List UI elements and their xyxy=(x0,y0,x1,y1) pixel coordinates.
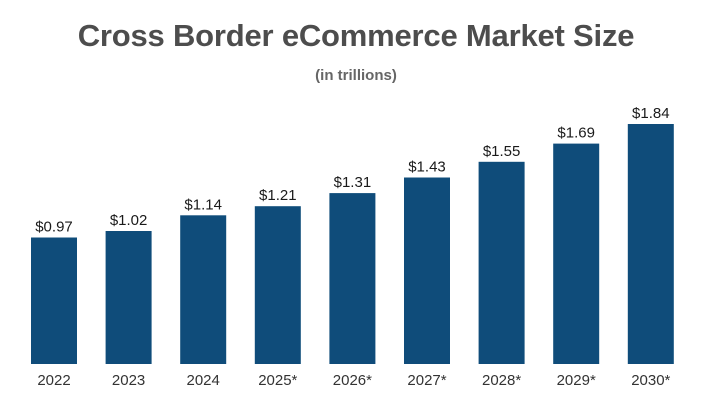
x-tick-label-2023: 2023 xyxy=(112,372,145,389)
chart-subtitle: (in trillions) xyxy=(315,67,397,84)
x-tick-label-2026-projected: 2026* xyxy=(333,372,372,389)
x-tick-label-2030-projected: 2030* xyxy=(631,372,670,389)
x-tick-label-2028-projected: 2028* xyxy=(482,372,521,389)
chart-title: Cross Border eCommerce Market Size xyxy=(77,18,635,53)
x-tick-label-2025-projected: 2025* xyxy=(258,372,297,389)
data-label-2029-projected: $1.69 xyxy=(557,125,595,142)
bar-2022 xyxy=(31,237,77,364)
bar-2028-projected xyxy=(478,161,525,364)
data-label-2027-projected: $1.43 xyxy=(408,159,446,176)
data-label-2030-projected: $1.84 xyxy=(632,105,670,122)
data-label-2022: $0.97 xyxy=(35,219,73,236)
data-label-2023: $1.02 xyxy=(110,212,148,229)
x-tick-label-2029-projected: 2029* xyxy=(557,372,596,389)
bar-2025-projected xyxy=(254,206,301,364)
x-tick-label-2022: 2022 xyxy=(37,372,70,389)
bar-2030-projected xyxy=(627,124,674,364)
bar-2024 xyxy=(180,215,227,364)
bar-2026-projected xyxy=(329,193,376,364)
x-tick-label-2024: 2024 xyxy=(187,372,220,389)
data-label-2028-projected: $1.55 xyxy=(483,143,521,160)
bar-2023 xyxy=(105,231,152,364)
data-label-2025-projected: $1.21 xyxy=(259,187,297,204)
bar-2029-projected xyxy=(553,143,600,364)
x-tick-label-2027-projected: 2027* xyxy=(407,372,446,389)
data-label-2026-projected: $1.31 xyxy=(334,174,372,191)
bar-2027-projected xyxy=(404,177,450,364)
data-label-2024: $1.14 xyxy=(184,196,222,213)
